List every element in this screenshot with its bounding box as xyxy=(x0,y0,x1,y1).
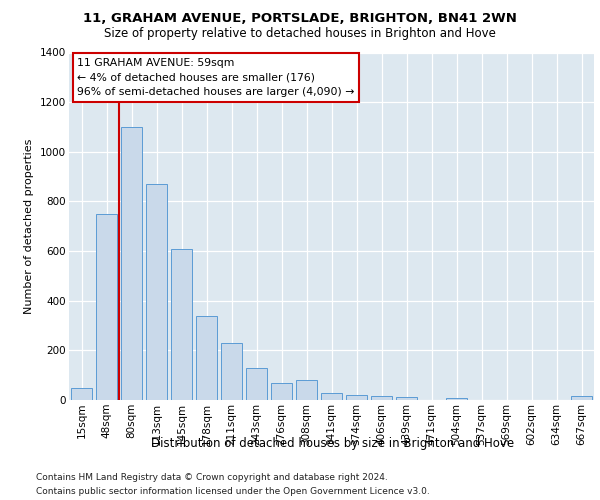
Bar xyxy=(196,316,217,400)
Bar xyxy=(221,344,242,400)
Text: Size of property relative to detached houses in Brighton and Hove: Size of property relative to detached ho… xyxy=(104,28,496,40)
Text: 11, GRAHAM AVENUE, PORTSLADE, BRIGHTON, BN41 2WN: 11, GRAHAM AVENUE, PORTSLADE, BRIGHTON, … xyxy=(83,12,517,26)
Bar xyxy=(371,396,392,400)
Bar xyxy=(271,383,292,400)
Bar xyxy=(346,394,367,400)
Text: 11 GRAHAM AVENUE: 59sqm
← 4% of detached houses are smaller (176)
96% of semi-de: 11 GRAHAM AVENUE: 59sqm ← 4% of detached… xyxy=(77,58,354,98)
Bar xyxy=(146,184,167,400)
Bar xyxy=(296,380,317,400)
Bar xyxy=(321,392,342,400)
Y-axis label: Number of detached properties: Number of detached properties xyxy=(25,138,34,314)
Bar xyxy=(121,127,142,400)
Bar xyxy=(571,396,592,400)
Text: Contains HM Land Registry data © Crown copyright and database right 2024.: Contains HM Land Registry data © Crown c… xyxy=(36,472,388,482)
Bar xyxy=(446,398,467,400)
Bar xyxy=(71,388,92,400)
Bar xyxy=(396,397,417,400)
Bar xyxy=(96,214,117,400)
Text: Contains public sector information licensed under the Open Government Licence v3: Contains public sector information licen… xyxy=(36,488,430,496)
Bar xyxy=(171,248,192,400)
Text: Distribution of detached houses by size in Brighton and Hove: Distribution of detached houses by size … xyxy=(151,438,515,450)
Bar xyxy=(246,368,267,400)
